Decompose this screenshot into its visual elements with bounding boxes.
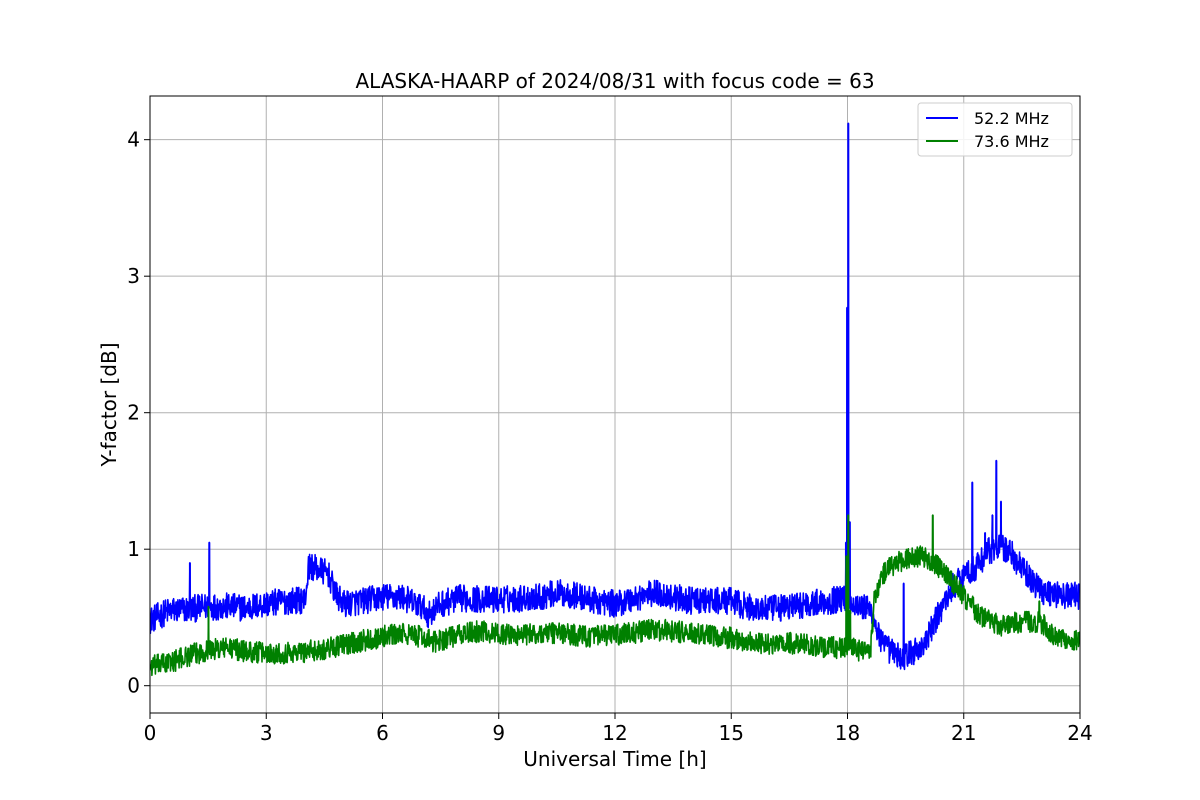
x-tick-label: 12 — [602, 721, 627, 745]
series-line — [150, 122, 1080, 671]
legend-label: 73.6 MHz — [974, 132, 1049, 151]
x-tick-label: 15 — [719, 721, 744, 745]
chart-title: ALASKA-HAARP of 2024/08/31 with focus co… — [355, 69, 874, 93]
legend: 52.2 MHz 73.6 MHz — [917, 102, 1073, 157]
x-tick-label: 21 — [951, 721, 976, 745]
series-line — [150, 514, 1080, 677]
y-tick-label: 0 — [127, 674, 140, 698]
legend-box — [917, 102, 1073, 157]
series-1 — [150, 514, 1080, 677]
legend-label: 52.2 MHz — [974, 109, 1049, 128]
y-tick-label: 4 — [127, 128, 140, 152]
y-tick-label: 3 — [127, 264, 140, 288]
x-tick-label: 6 — [376, 721, 389, 745]
y-axis-label: Y-factor [dB] — [97, 342, 121, 467]
y-tick-label: 2 — [127, 401, 140, 425]
x-tick-label: 3 — [260, 721, 273, 745]
series-0 — [150, 122, 1080, 671]
y-tick-label: 1 — [127, 537, 140, 561]
x-tick-label: 9 — [492, 721, 505, 745]
x-tick-label: 18 — [835, 721, 860, 745]
x-tick-label: 0 — [144, 721, 157, 745]
series-layer — [150, 122, 1080, 677]
x-tick-label: 24 — [1067, 721, 1092, 745]
x-axis-label: Universal Time [h] — [523, 747, 706, 771]
